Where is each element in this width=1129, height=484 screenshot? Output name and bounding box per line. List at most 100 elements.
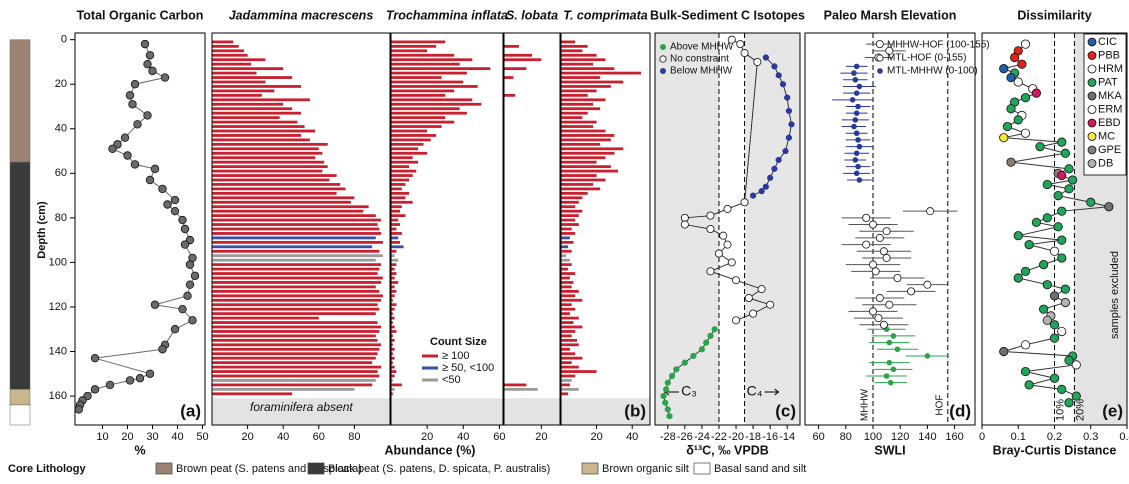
data-point [758, 188, 765, 195]
data-point [664, 379, 671, 386]
bar [391, 272, 397, 275]
bar [212, 321, 378, 324]
bar [561, 160, 597, 164]
data-point [158, 345, 167, 354]
bar [561, 281, 574, 284]
bar [212, 165, 328, 169]
legend-marker [1087, 118, 1097, 128]
data-point [1039, 260, 1049, 270]
bar [561, 49, 583, 53]
x-tick-label: 100 [864, 431, 882, 443]
data-point [727, 35, 736, 44]
data-point [1049, 320, 1060, 330]
legend-label: CIC [1098, 36, 1117, 48]
data-point [762, 54, 769, 61]
panel-label: (d) [949, 401, 971, 420]
bar [212, 187, 346, 191]
bar [212, 312, 376, 316]
bar [504, 383, 527, 387]
bar [212, 232, 382, 235]
bar [561, 276, 570, 280]
panel-label: (e) [1102, 401, 1123, 420]
data-point [856, 177, 863, 183]
x-tick-label: 20 [241, 431, 253, 443]
data-point [1064, 355, 1074, 366]
data-point [1057, 206, 1067, 216]
bar [212, 53, 248, 57]
data-point [125, 376, 135, 385]
bar [561, 80, 624, 84]
data-point [1049, 373, 1060, 383]
data-point [1064, 184, 1074, 194]
legend-marker [1087, 145, 1097, 155]
data-point [886, 359, 893, 366]
y-tick-label: 160 [49, 390, 67, 402]
y-tick-label: 40 [55, 123, 67, 135]
bar [391, 53, 455, 57]
bar [391, 223, 401, 226]
bar [504, 53, 532, 57]
data-point [1071, 391, 1081, 401]
bar [391, 298, 393, 302]
bar [391, 338, 395, 342]
absent-label: foraminifera absent [250, 400, 353, 414]
x-axis-label: % [134, 443, 145, 457]
data-point [879, 247, 888, 256]
data-point [749, 192, 757, 199]
data-point [923, 280, 932, 289]
bar [212, 169, 323, 173]
data-point [1006, 72, 1016, 83]
panel-title: Dissimilarity [1017, 8, 1091, 22]
x-tick-label: -28 [660, 431, 676, 443]
data-point [74, 405, 83, 414]
bar [391, 254, 395, 258]
bar [561, 245, 569, 249]
bar [561, 218, 576, 222]
bar [391, 379, 393, 382]
bar [212, 374, 380, 378]
bar [561, 303, 572, 307]
bar [561, 93, 588, 97]
bar [212, 307, 380, 311]
bar [561, 387, 579, 391]
bar [212, 338, 378, 342]
bar [391, 356, 395, 360]
data-point [140, 39, 150, 49]
bar [391, 218, 399, 222]
bar [561, 196, 583, 200]
data-point [120, 133, 130, 142]
bar [561, 285, 572, 289]
data-point [143, 111, 152, 120]
bar [561, 365, 579, 369]
data-point [1020, 366, 1031, 377]
legend-marker [876, 54, 884, 62]
bar [391, 71, 467, 75]
bar [391, 89, 455, 93]
data-point [893, 273, 902, 282]
bar [212, 67, 284, 71]
lithology-swatch [581, 462, 599, 475]
bar [391, 289, 397, 293]
bar [504, 58, 542, 62]
bar [391, 165, 410, 169]
bar [561, 40, 576, 44]
x-tick-label: -26 [677, 431, 693, 443]
bar [561, 98, 606, 102]
bar [391, 347, 395, 351]
bar [391, 191, 410, 195]
bar [391, 174, 413, 177]
x-tick-label: 80 [840, 431, 852, 443]
x-tick-label: 20 [121, 431, 133, 443]
bar [391, 147, 419, 151]
bar [391, 267, 395, 271]
data-point [1013, 273, 1023, 283]
legend-label: MC [1098, 130, 1115, 142]
x-tick-label: -18 [745, 431, 761, 443]
lithology-unit [9, 39, 31, 163]
bar [561, 147, 624, 151]
x-tick-label: -22 [711, 431, 727, 443]
bar [212, 267, 380, 271]
bar [212, 330, 380, 333]
lithology-swatch [693, 462, 711, 475]
data-point [879, 320, 888, 329]
